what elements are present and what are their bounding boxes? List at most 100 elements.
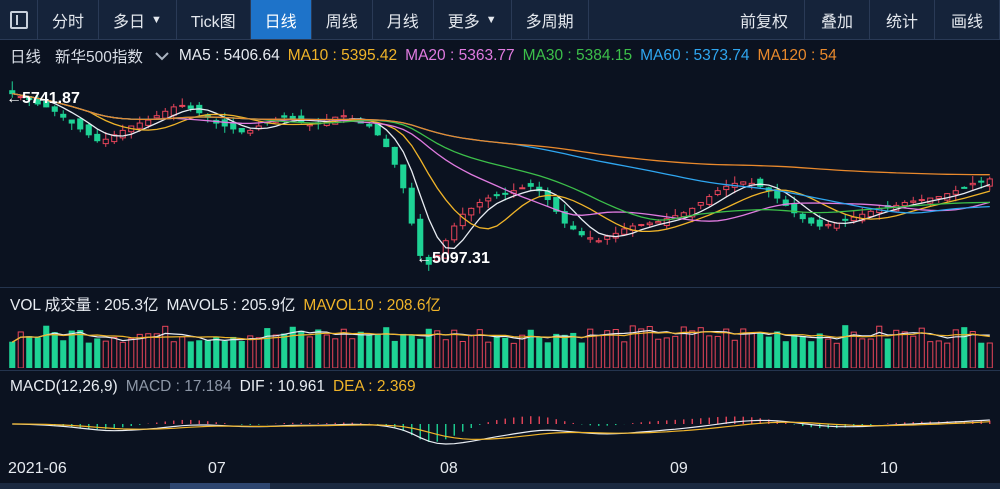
volume-bar <box>952 329 959 368</box>
price_header-value: MA10 : 5395.42 <box>287 47 398 64</box>
volume-bar <box>9 341 16 368</box>
dea-line <box>12 421 990 441</box>
volume-bar <box>119 341 126 368</box>
low-price-marker: ←5097.31 <box>416 250 490 267</box>
candle <box>655 221 662 224</box>
candle <box>340 115 347 118</box>
volume-indicator-header: VOL 成交量 : 205.3亿 MAVOL5 : 205.9亿 MAVOL10 :… <box>0 289 1000 319</box>
candle <box>595 240 602 243</box>
tab-2[interactable]: Tick图 <box>177 0 251 39</box>
price_header-value: MA120 : 54 <box>757 47 837 64</box>
candle <box>451 225 458 241</box>
candle <box>867 210 874 217</box>
candle <box>136 122 143 129</box>
candle <box>553 197 560 212</box>
candle <box>961 186 968 189</box>
volume-bar <box>51 332 58 368</box>
price-indicator-header: 日线 新华500指数 MA5 : 5406.64 MA10 : 5395.42 MA… <box>0 41 1000 71</box>
candle <box>485 197 492 202</box>
volume-bar <box>714 335 721 368</box>
candlestick-chart[interactable] <box>0 72 1000 287</box>
volume-bar <box>893 329 900 368</box>
volume-bar <box>485 341 492 368</box>
volume-bar <box>663 337 670 368</box>
macd_header-value: MACD : 17.184 <box>125 378 232 395</box>
candle <box>782 199 789 206</box>
chevron-down-icon[interactable] <box>155 48 169 64</box>
layout-toggle-icon[interactable] <box>0 0 38 39</box>
tab-6[interactable]: 更多 ▼ <box>434 0 512 39</box>
tab-3[interactable]: 日线 <box>250 0 312 39</box>
candle <box>561 211 568 224</box>
tab-label: Tick图 <box>190 13 236 31</box>
volume-bar <box>434 330 441 368</box>
volume-bar <box>544 342 551 368</box>
volume-bar <box>145 333 152 368</box>
tool-button-3[interactable]: 画线 <box>935 0 1000 39</box>
time-scrollbar[interactable] <box>0 483 1000 489</box>
tool-button-2[interactable]: 统计 <box>870 0 935 39</box>
candle <box>825 224 832 227</box>
tool-button-1[interactable]: 叠加 <box>805 0 870 39</box>
volume-bar <box>867 338 874 368</box>
candle <box>502 192 509 195</box>
tab-label: 多周期 <box>525 13 574 31</box>
candle <box>978 180 985 183</box>
candle <box>68 119 75 124</box>
volume-bar <box>34 337 41 368</box>
volume-bar <box>196 340 203 368</box>
symbol-name[interactable]: 新华500指数 <box>55 49 143 66</box>
tab-0[interactable]: 分时 <box>38 0 100 39</box>
volume-bar <box>774 331 781 368</box>
volume-bar <box>570 332 577 368</box>
volume-bar <box>221 340 228 368</box>
candle <box>476 201 483 208</box>
candle <box>578 231 585 236</box>
tab-label: 分时 <box>52 13 85 31</box>
tab-1[interactable]: 多日 ▼ <box>99 0 177 39</box>
volume-bar <box>918 327 925 368</box>
volume-bar <box>876 325 883 368</box>
vol_header-value: MAVOL10 : 208.6亿 <box>303 297 441 314</box>
candle <box>111 134 118 143</box>
volume-bar <box>281 333 288 368</box>
volume-bar <box>825 338 832 368</box>
tool-button-0[interactable]: 前复权 <box>724 0 805 39</box>
volume-chart[interactable] <box>0 320 1000 368</box>
scrollbar-thumb[interactable] <box>170 483 270 489</box>
tab-5[interactable]: 月线 <box>373 0 434 39</box>
candle <box>383 138 390 148</box>
volume-bar <box>927 341 934 368</box>
ma-line-ma10 <box>12 92 990 233</box>
tab-7[interactable]: 多周期 <box>512 0 589 39</box>
volume-bar <box>408 335 415 368</box>
volume-bar <box>111 336 118 368</box>
tab-4[interactable]: 周线 <box>312 0 373 39</box>
volume-bar <box>238 341 245 368</box>
volume-bar <box>502 337 509 368</box>
volume-bar <box>884 338 891 368</box>
candle <box>918 199 925 202</box>
volume-bar <box>272 334 279 368</box>
volume-bar <box>340 328 347 368</box>
volume-bar <box>187 341 194 368</box>
macd-indicator-header: MACD(12,26,9) MACD : 17.184 DIF : 10.961 DE… <box>0 372 1000 402</box>
candle <box>153 115 160 119</box>
candle <box>935 196 942 199</box>
period-tabs: 分时 多日 ▼ Tick图 日线 周线 月线 更多 ▼ 多周期 <box>38 0 589 39</box>
volume-bar <box>986 342 993 368</box>
volume-bar <box>289 326 296 368</box>
volume-bar <box>315 329 322 368</box>
volume-bar <box>170 341 177 368</box>
ma-line-ma120 <box>12 92 990 176</box>
price_header-value: MA5 : 5406.64 <box>178 47 280 64</box>
volume-bar <box>451 329 458 368</box>
candle <box>391 146 398 165</box>
macd-chart[interactable] <box>0 402 1000 456</box>
volume-bar <box>204 340 211 368</box>
candle <box>910 200 917 203</box>
tab-label: 更多 <box>447 13 480 31</box>
candle <box>638 224 645 227</box>
candle <box>51 106 58 112</box>
volume-bar <box>527 329 534 368</box>
